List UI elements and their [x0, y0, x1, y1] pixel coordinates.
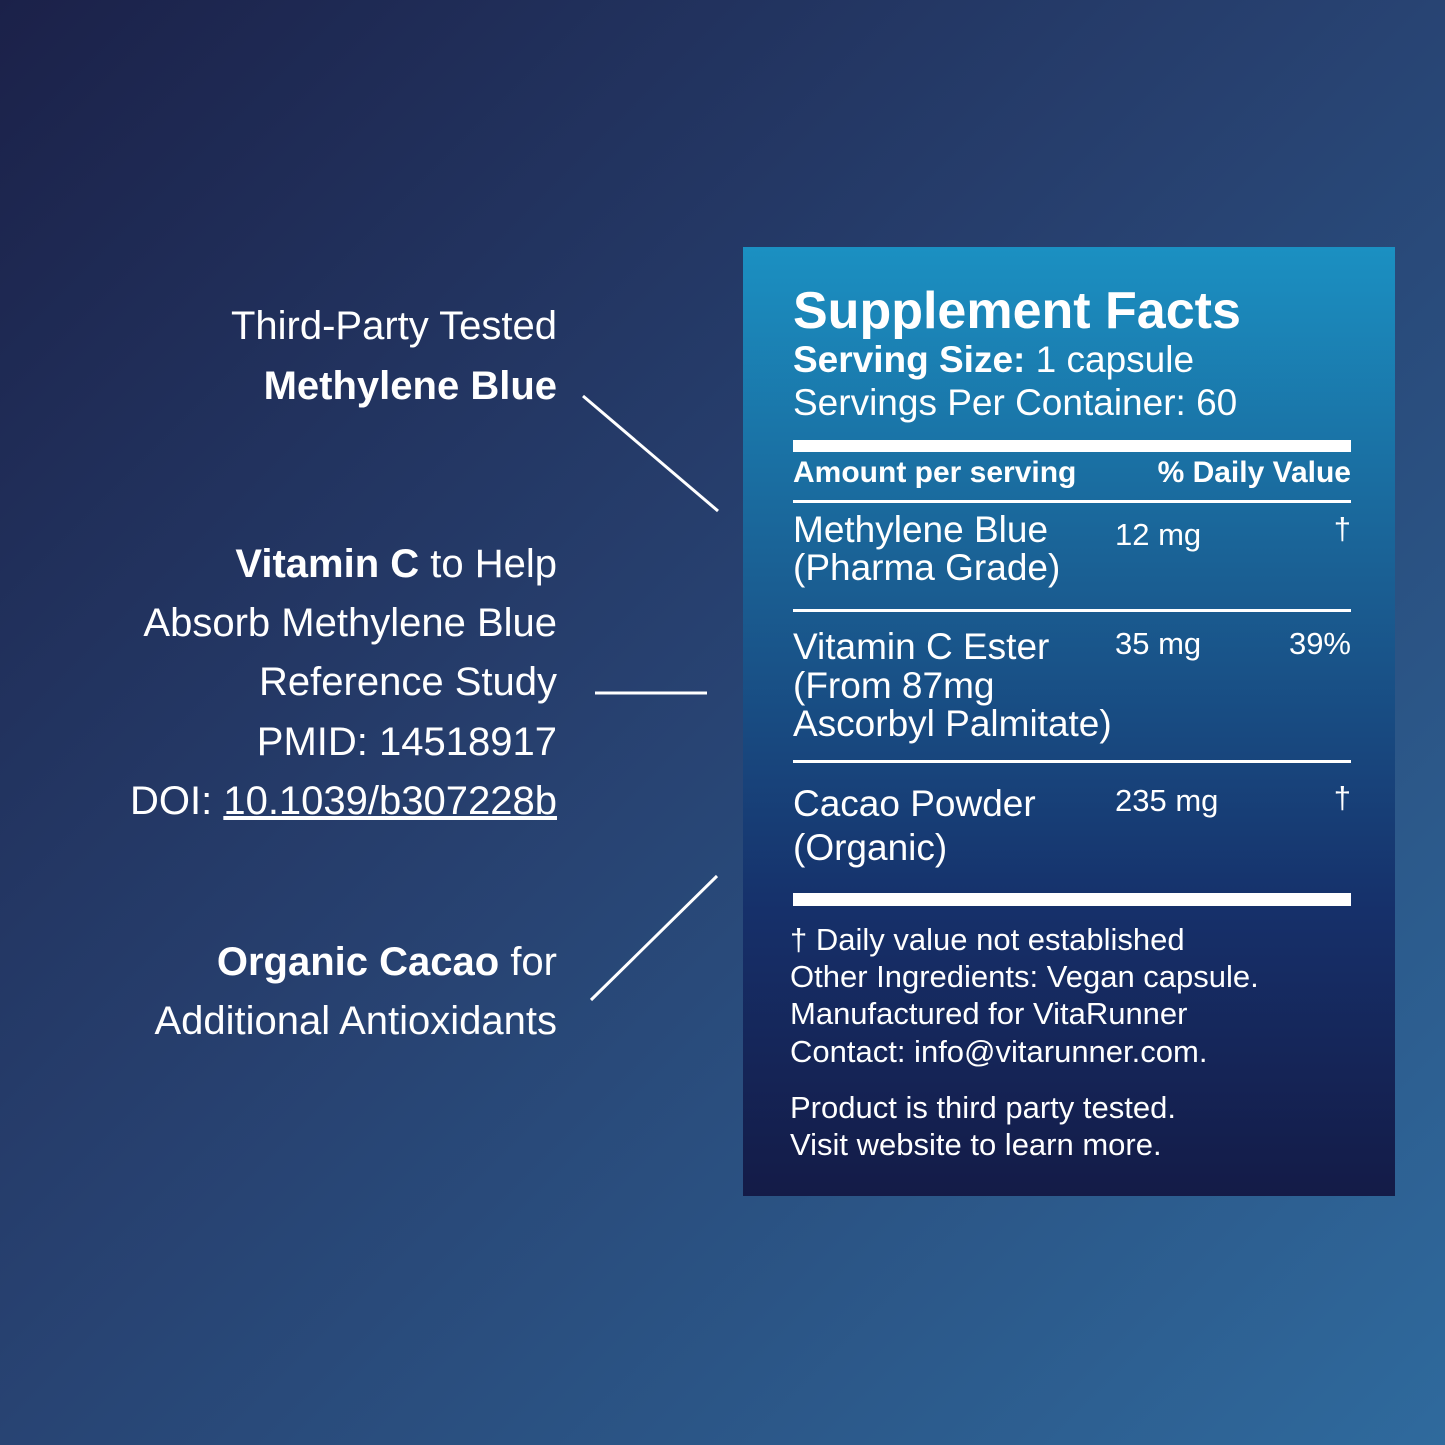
daily-value: 39% — [1288, 626, 1351, 661]
ingredient-name: Cacao Powder — [793, 783, 1036, 824]
serving-size: Serving Size: 1 capsule — [793, 341, 1194, 378]
callout-line: Vitamin C to Help — [235, 544, 557, 584]
callout-text: to Help — [419, 542, 557, 586]
footnote: Contact: info@vitarunner.com. — [790, 1034, 1208, 1069]
footnote: † Daily value not established — [790, 922, 1185, 957]
note: Visit website to learn more. — [790, 1127, 1162, 1162]
ingredient-name: Vitamin C Ester — [793, 626, 1050, 667]
rule — [793, 609, 1351, 612]
thick-rule — [793, 440, 1351, 452]
callout-bold: Organic Cacao — [216, 940, 500, 984]
column-header: Amount per serving — [793, 456, 1077, 489]
callout-text: Third-Party Tested — [230, 304, 557, 348]
daily-value: † — [1333, 780, 1351, 815]
amount: 235 mg — [1115, 783, 1219, 818]
ingredient-name: (Organic) — [793, 827, 948, 868]
note: Product is third party tested. — [790, 1090, 1176, 1125]
thick-rule — [793, 893, 1351, 906]
callout-text: Absorb Methylene Blue — [143, 601, 557, 645]
doi-link[interactable]: 10.1039/b307228b — [223, 779, 557, 823]
ingredient-name: (Pharma Grade) — [793, 547, 1061, 588]
connector — [582, 394, 719, 513]
facts-title: Supplement Facts — [793, 282, 1241, 340]
rule — [793, 500, 1351, 503]
ingredient-name: (From 87mg — [793, 665, 995, 706]
connector — [589, 874, 719, 1002]
callout-text: for — [499, 940, 557, 984]
doi-label: DOI: — [129, 779, 224, 823]
serving-size-label: Serving Size: — [793, 339, 1026, 380]
supplement-facts: Supplement Facts Serving Size: 1 capsule… — [743, 247, 1395, 1196]
ingredient-name: Methylene Blue — [793, 509, 1049, 550]
callout-text: Reference Study — [259, 660, 557, 704]
amount: 12 mg — [1115, 517, 1202, 552]
ingredient-name: Ascorbyl Palmitate) — [793, 703, 1112, 744]
servings: Servings Per Container: 60 — [793, 382, 1238, 423]
callout-line: Organic Cacao for — [217, 942, 557, 982]
column-header: % Daily Value — [1157, 456, 1351, 489]
rule — [793, 760, 1351, 763]
callout-text: Additional Antioxidants — [154, 999, 558, 1043]
callout-bold: Methylene Blue — [263, 364, 557, 408]
callout-bold: Vitamin C — [235, 542, 420, 586]
callout-line: DOI: 10.1039/b307228b — [130, 781, 557, 821]
footnote: Other Ingredients: Vegan capsule. — [790, 959, 1259, 994]
amount: 35 mg — [1115, 626, 1202, 661]
footnote: Manufactured for VitaRunner — [790, 996, 1188, 1031]
callout-text: PMID: 14518917 — [256, 720, 557, 764]
daily-value: † — [1333, 511, 1351, 546]
serving-size-value: 1 capsule — [1035, 339, 1195, 380]
